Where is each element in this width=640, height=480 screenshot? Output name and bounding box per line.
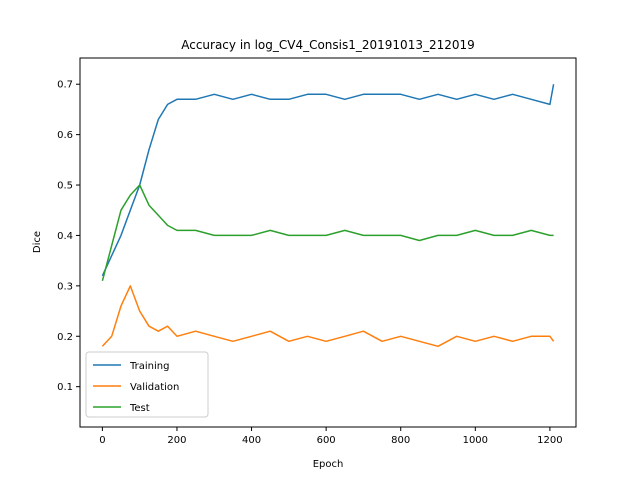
y-tick-label: 0.3 (57, 281, 73, 292)
y-tick-label: 0.4 (57, 231, 73, 242)
legend-box (85, 351, 209, 418)
legend-label-test: Test (129, 403, 150, 414)
series-line-training (101, 84, 555, 277)
x-tick-label: 1200 (537, 435, 562, 446)
x-tick-label: 0 (99, 435, 105, 446)
x-axis: 0 200 400 600 800 1000 1200 (99, 427, 563, 446)
chart-title: Accuracy in log_CV4_Consis1_20191013_212… (181, 38, 475, 52)
x-tick-label: 400 (242, 435, 261, 446)
x-tick-label: 200 (167, 435, 186, 446)
x-tick-label: 1000 (463, 435, 488, 446)
legend: Training Validation Test (85, 351, 209, 418)
y-tick-label: 0.5 (57, 181, 73, 192)
y-axis-label: Dice (32, 231, 43, 253)
x-axis-label: Epoch (313, 459, 344, 470)
series-line-validation (101, 285, 555, 348)
y-axis: 0.1 0.2 0.3 0.4 0.5 0.6 0.7 (57, 80, 80, 393)
legend-label-training: Training (129, 361, 169, 372)
y-tick-label: 0.1 (57, 382, 73, 393)
y-tick-label: 0.6 (57, 130, 73, 141)
x-tick-label: 800 (391, 435, 410, 446)
series-layer (101, 84, 555, 348)
y-tick-label: 0.7 (57, 80, 73, 91)
y-tick-label: 0.2 (57, 332, 73, 343)
legend-label-validation: Validation (130, 382, 179, 393)
x-tick-label: 600 (317, 435, 336, 446)
plot-frame (79, 57, 577, 428)
series-line-test (101, 184, 554, 281)
